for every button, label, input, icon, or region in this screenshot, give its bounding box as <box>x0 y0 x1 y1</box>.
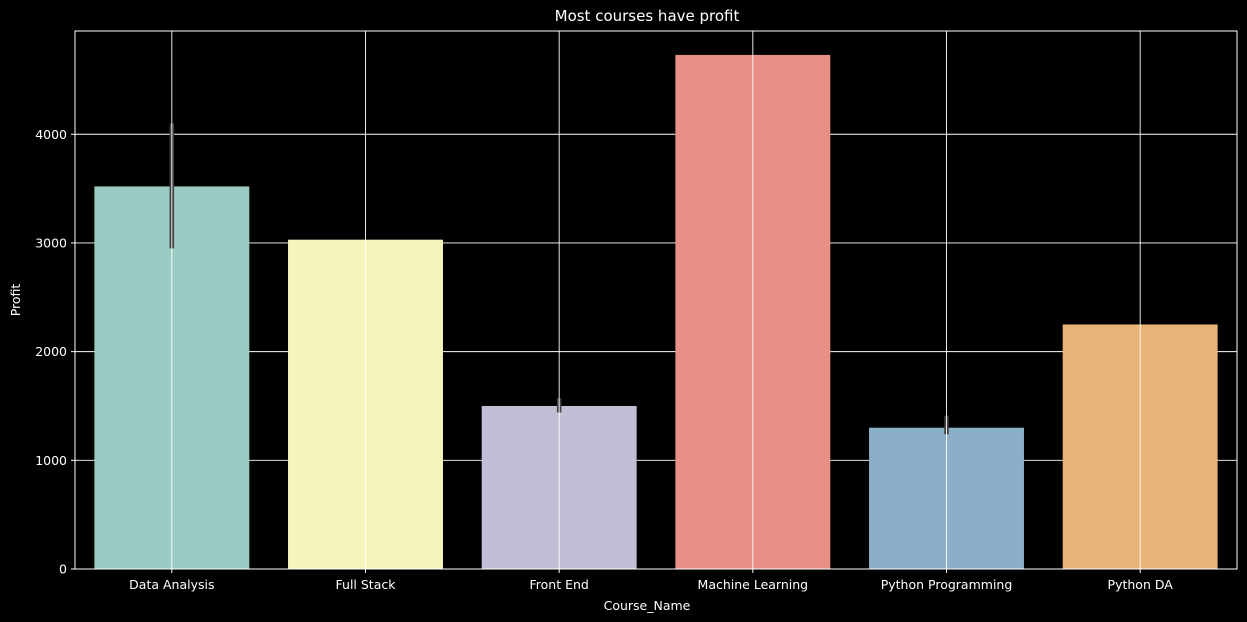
x-tick-label: Machine Learning <box>698 577 809 592</box>
y-tick-label: 4000 <box>35 127 67 142</box>
bars <box>94 54 1218 570</box>
y-tick-label: 1000 <box>35 453 67 468</box>
x-tick-label: Front End <box>529 577 588 592</box>
chart-title: Most courses have profit <box>555 7 740 25</box>
x-axis-ticks: Data Analysis Full Stack Front End Machine … <box>129 569 1173 592</box>
plot-frame <box>74 30 1238 570</box>
x-tick-label: Python DA <box>1108 577 1174 592</box>
y-tick-label: 2000 <box>35 344 67 359</box>
x-tick-label: Full Stack <box>336 577 397 592</box>
x-axis-label: Course_Name <box>604 598 691 613</box>
y-axis-ticks: 0 1000 2000 3000 4000 <box>35 127 75 577</box>
y-tick-label: 0 <box>59 562 67 577</box>
x-tick-label: Python Programming <box>881 577 1013 592</box>
y-tick-label: 3000 <box>35 235 67 250</box>
x-grid <box>171 31 1141 569</box>
y-axis-label: Profit <box>8 284 23 317</box>
x-tick-label: Data Analysis <box>129 577 214 592</box>
